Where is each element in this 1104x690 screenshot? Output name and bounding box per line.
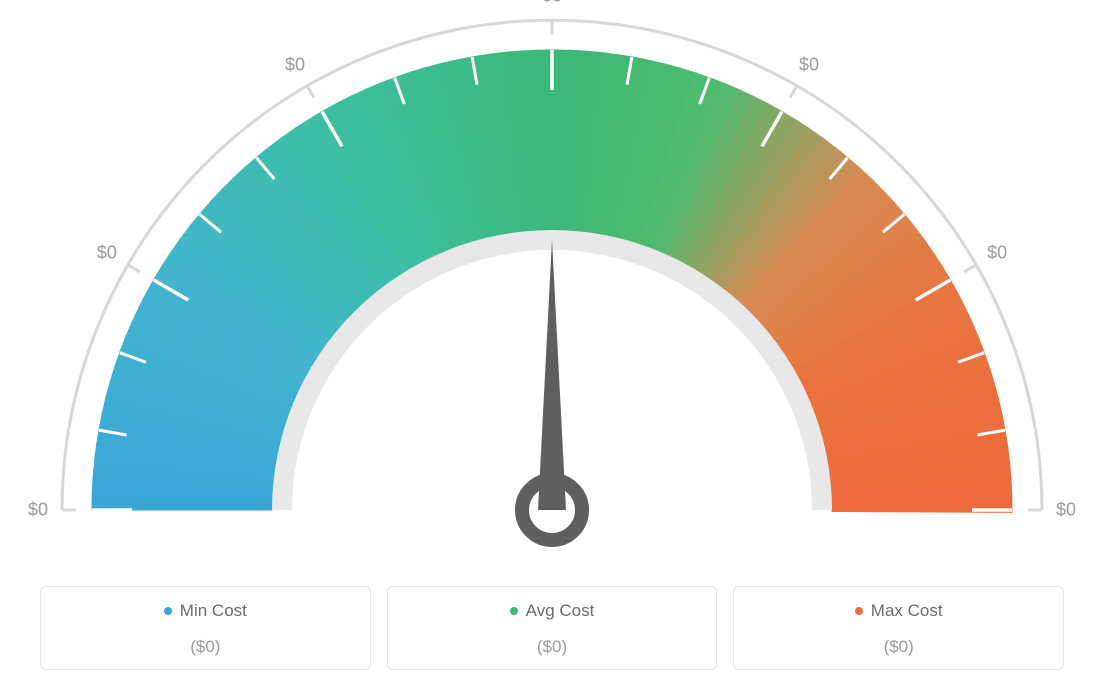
legend-text-avg: Avg Cost (526, 601, 595, 621)
gauge-scale-label: $0 (285, 54, 305, 75)
legend-card-min: Min Cost ($0) (40, 586, 371, 670)
legend-card-avg: Avg Cost ($0) (387, 586, 718, 670)
gauge-scale-label: $0 (542, 0, 562, 7)
legend-dot-avg (510, 607, 518, 615)
legend-label-max: Max Cost (855, 601, 943, 621)
legend-value-avg: ($0) (398, 637, 707, 657)
legend-label-min: Min Cost (164, 601, 247, 621)
legend-card-max: Max Cost ($0) (733, 586, 1064, 670)
cost-gauge-container: $0 $0 $0 $0 $0 $0 $0 Min Cost ($0) Avg Cost ($… (0, 0, 1104, 690)
legend-label-avg: Avg Cost (510, 601, 595, 621)
gauge-scale-label: $0 (987, 242, 1007, 263)
gauge-chart: $0 $0 $0 $0 $0 $0 $0 (0, 0, 1104, 560)
gauge-scale-label: $0 (28, 500, 48, 521)
legend-dot-max (855, 607, 863, 615)
legend-value-max: ($0) (744, 637, 1053, 657)
gauge-scale-label: $0 (97, 242, 117, 263)
legend-row: Min Cost ($0) Avg Cost ($0) Max Cost ($0… (40, 586, 1064, 670)
legend-text-min: Min Cost (180, 601, 247, 621)
legend-dot-min (164, 607, 172, 615)
gauge-scale-label: $0 (799, 54, 819, 75)
legend-text-max: Max Cost (871, 601, 943, 621)
gauge-scale-label: $0 (1056, 500, 1076, 521)
legend-value-min: ($0) (51, 637, 360, 657)
